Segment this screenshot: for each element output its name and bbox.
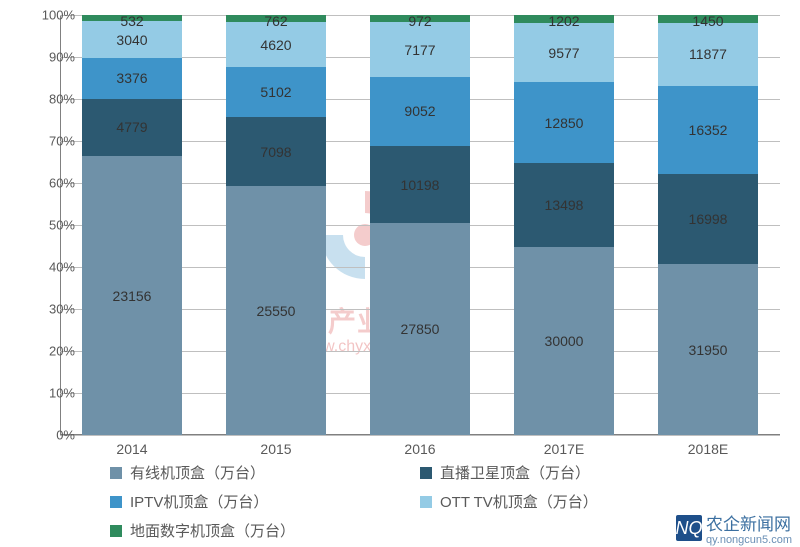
y-axis-tick: 60%	[25, 176, 75, 191]
bar-segment-iptv: 5102	[226, 67, 326, 117]
legend-item[interactable]: 地面数字机顶盒（万台）	[110, 520, 420, 541]
bar-value-label: 9577	[548, 45, 579, 61]
bar-segment-iptv: 9052	[370, 77, 470, 146]
legend-label: 直播卫星顶盒（万台）	[440, 462, 590, 483]
bar-segment-terrestrial: 1202	[514, 15, 614, 23]
bar-value-label: 16998	[689, 211, 728, 227]
bar-value-label: 4779	[116, 119, 147, 135]
legend: 有线机顶盒（万台） 直播卫星顶盒（万台） IPTV机顶盒（万台） OTT TV机顶盒（…	[110, 462, 730, 541]
bar-segment-cable: 25550	[226, 186, 326, 435]
bar-value-label: 31950	[689, 342, 728, 358]
y-axis-tick: 40%	[25, 260, 75, 275]
bar-segment-terrestrial: 532	[82, 15, 182, 21]
x-axis-tick: 2014	[82, 435, 182, 457]
legend-label: OTT TV机顶盒（万台）	[440, 491, 598, 512]
legend-swatch	[420, 467, 432, 479]
bar-segment-satellite: 13498	[514, 163, 614, 247]
y-axis-tick: 90%	[25, 50, 75, 65]
legend-item[interactable]: 直播卫星顶盒（万台）	[420, 462, 730, 483]
bar-segment-ott: 4620	[226, 22, 326, 67]
bar-segment-ott: 9577	[514, 23, 614, 83]
bar-value-label: 11877	[689, 46, 727, 62]
bar-segment-satellite: 16998	[658, 174, 758, 265]
bar-value-label: 12850	[545, 115, 584, 131]
y-axis-tick: 20%	[25, 344, 75, 359]
x-axis-tick: 2016	[370, 435, 470, 457]
legend-swatch	[110, 496, 122, 508]
bar-column: 300001349812850957712022017E	[514, 15, 614, 435]
legend-label: IPTV机顶盒（万台）	[130, 491, 268, 512]
legend-swatch	[110, 467, 122, 479]
y-axis-tick: 10%	[25, 386, 75, 401]
bar-segment-iptv: 12850	[514, 82, 614, 162]
bar-segment-satellite: 7098	[226, 117, 326, 186]
legend-label: 有线机顶盒（万台）	[130, 462, 265, 483]
bar-segment-ott: 3040	[82, 21, 182, 58]
y-axis-tick: 30%	[25, 302, 75, 317]
legend-item[interactable]: 有线机顶盒（万台）	[110, 462, 420, 483]
bar-segment-ott: 11877	[658, 23, 758, 86]
bar-segment-cable: 31950	[658, 264, 758, 435]
legend-item[interactable]: OTT TV机顶盒（万台）	[420, 491, 730, 512]
bar-value-label: 7177	[404, 42, 435, 58]
x-axis-tick: 2015	[226, 435, 326, 457]
bar-value-label: 30000	[545, 333, 584, 349]
bar-segment-iptv: 3376	[82, 58, 182, 99]
footer-site-name: 农企新闻网	[706, 515, 791, 534]
bar-value-label: 9052	[404, 103, 435, 119]
legend-item[interactable]: IPTV机顶盒（万台）	[110, 491, 420, 512]
legend-swatch	[420, 496, 432, 508]
bar-segment-ott: 7177	[370, 22, 470, 77]
chart-container: 中国产业信息 www.chyxx.com 2315647793376304053…	[0, 0, 800, 547]
bar-segment-satellite: 10198	[370, 146, 470, 224]
bar-value-label: 13498	[545, 197, 584, 213]
y-axis-tick: 80%	[25, 92, 75, 107]
y-axis-tick: 100%	[25, 8, 75, 23]
bar-value-label: 25550	[257, 303, 296, 319]
bars-region: 2315647793376304053220142555070985102462…	[60, 15, 780, 435]
legend-label: 地面数字机顶盒（万台）	[130, 520, 295, 541]
bar-column: 231564779337630405322014	[82, 15, 182, 435]
bar-value-label: 27850	[401, 321, 440, 337]
bar-segment-cable: 23156	[82, 156, 182, 435]
bar-column: 2785010198905271779722016	[370, 15, 470, 435]
legend-swatch	[110, 525, 122, 537]
footer-source-link[interactable]: NQ 农企新闻网 qy.nongcun5.com	[676, 510, 792, 546]
bar-segment-satellite: 4779	[82, 99, 182, 157]
bar-segment-terrestrial: 762	[226, 15, 326, 22]
bar-segment-cable: 27850	[370, 223, 470, 435]
bar-value-label: 3040	[116, 32, 147, 48]
x-axis-tick: 2018E	[658, 435, 758, 457]
y-axis-tick: 70%	[25, 134, 75, 149]
bar-value-label: 4620	[260, 37, 291, 53]
y-axis-tick: 50%	[25, 218, 75, 233]
bar-value-label: 16352	[689, 122, 728, 138]
bar-column: 3195016998163521187714502018E	[658, 15, 758, 435]
x-axis-tick: 2017E	[514, 435, 614, 457]
bar-value-label: 5102	[260, 84, 291, 100]
bar-segment-iptv: 16352	[658, 86, 758, 173]
y-axis-tick: 0%	[25, 428, 75, 443]
bar-value-label: 7098	[260, 144, 291, 160]
bar-value-label: 10198	[401, 177, 440, 193]
footer-site-url: qy.nongcun5.com	[706, 535, 792, 546]
bar-value-label: 23156	[113, 288, 152, 304]
bar-value-label: 3376	[116, 70, 147, 86]
bar-segment-cable: 30000	[514, 247, 614, 435]
bar-column: 255507098510246207622015	[226, 15, 326, 435]
bar-segment-terrestrial: 1450	[658, 15, 758, 23]
footer-badge: NQ	[676, 515, 702, 541]
plot-area: 2315647793376304053220142555070985102462…	[60, 15, 780, 435]
bar-segment-terrestrial: 972	[370, 15, 470, 22]
